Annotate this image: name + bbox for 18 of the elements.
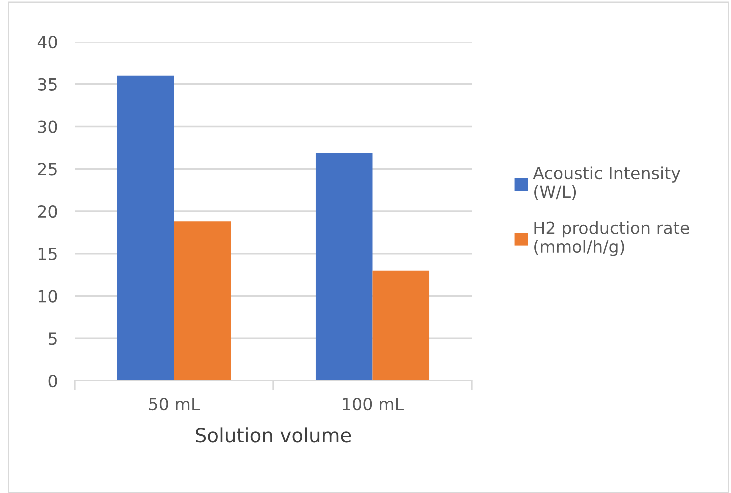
y-tick-label: 40 xyxy=(38,36,58,49)
bar xyxy=(372,270,430,381)
legend-label: H2 production rate (mmol/h/g) xyxy=(534,222,690,256)
y-tick-label: 15 xyxy=(38,248,57,260)
bar xyxy=(117,76,174,381)
x-axis-title: Solution volume xyxy=(196,428,352,443)
y-tick-label: 5 xyxy=(49,332,57,346)
y-tick-label: 10 xyxy=(38,290,58,303)
y-tick-label: 35 xyxy=(38,78,57,91)
bar xyxy=(316,153,373,381)
x-tick-label: 50 mL xyxy=(150,398,200,411)
legend-label: Acoustic Intensity (W/L) xyxy=(533,166,681,200)
bar xyxy=(174,222,232,381)
y-tick-label: 0 xyxy=(48,374,58,388)
y-tick-label: 25 xyxy=(38,163,57,176)
y-tick-label: 30 xyxy=(38,120,58,134)
x-tick-label: 100 mL xyxy=(343,398,404,411)
y-tick-label: 20 xyxy=(38,205,58,218)
